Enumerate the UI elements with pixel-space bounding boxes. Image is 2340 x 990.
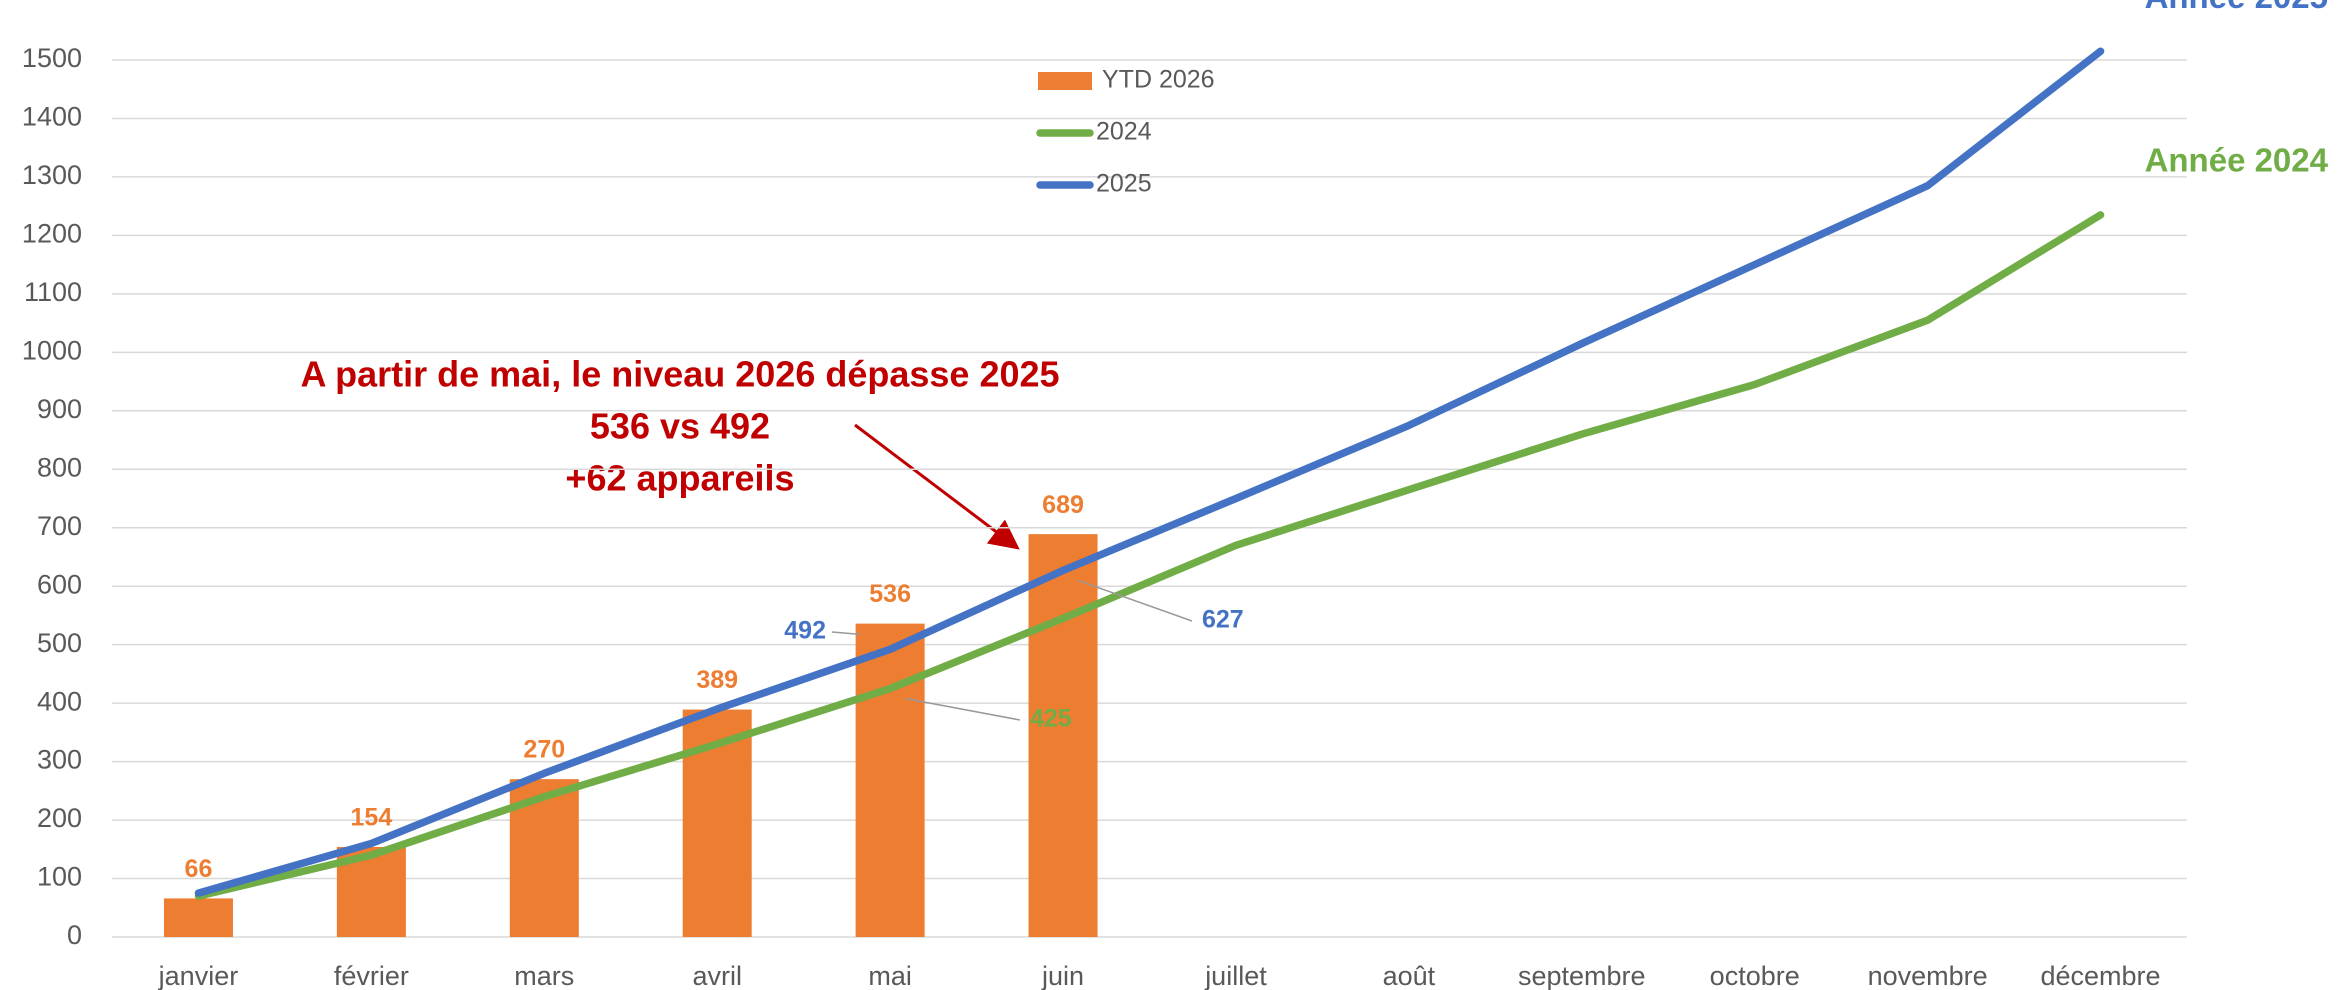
- x-tick-label: février: [334, 961, 409, 990]
- series-end-label: Année 2025: [2145, 0, 2328, 15]
- annotation-arrow: [854, 423, 1020, 550]
- y-tick-label: 1300: [22, 160, 82, 190]
- y-tick-label: 1400: [22, 102, 82, 132]
- leader-line: [1077, 579, 1193, 622]
- x-tick-label: décembre: [2041, 961, 2161, 990]
- x-tick-label: mai: [868, 961, 912, 990]
- legend-swatch: [1038, 72, 1092, 90]
- legend-label: 2025: [1096, 170, 1152, 198]
- data-label: 270: [523, 736, 565, 764]
- legend-label: 2024: [1096, 118, 1152, 146]
- data-label: 627: [1202, 606, 1244, 634]
- y-tick-label: 200: [37, 803, 82, 833]
- y-tick-label: 1500: [22, 43, 82, 73]
- y-tick-label: 100: [37, 862, 82, 892]
- data-label: 425: [1030, 705, 1072, 733]
- x-tick-label: juillet: [1204, 961, 1267, 990]
- x-tick-label: novembre: [1868, 961, 1988, 990]
- x-tick-label: mars: [514, 961, 574, 990]
- leader-line: [831, 631, 861, 636]
- y-tick-label: 1000: [22, 335, 82, 365]
- y-tick-label: 0: [67, 920, 82, 950]
- line-series: [194, 211, 2105, 900]
- y-tick-label: 900: [37, 394, 82, 424]
- leader-line: [904, 697, 1021, 721]
- y-tick-label: 600: [37, 569, 82, 599]
- data-label: 66: [185, 855, 213, 883]
- y-tick-label: 300: [37, 745, 82, 775]
- y-tick-label: 700: [37, 511, 82, 541]
- data-label: 492: [784, 617, 826, 645]
- annotation: 536 vs 492: [590, 406, 770, 447]
- y-tick-label: 1200: [22, 219, 82, 249]
- annotation: A partir de mai, le niveau 2026 dépasse …: [300, 354, 1059, 395]
- y-tick-label: 400: [37, 686, 82, 716]
- bar: [855, 623, 925, 937]
- x-tick-label: août: [1383, 961, 1436, 990]
- y-tick-label: 800: [37, 452, 82, 482]
- y-tick-label: 1100: [24, 277, 82, 307]
- x-tick-label: juin: [1041, 961, 1084, 990]
- x-tick-label: octobre: [1710, 961, 1800, 990]
- bar: [1028, 534, 1098, 937]
- x-tick-label: avril: [692, 961, 742, 990]
- legend-label: YTD 2026: [1102, 66, 1215, 94]
- annotation: +62 appareils: [565, 458, 794, 499]
- x-tick-label: septembre: [1518, 961, 1646, 990]
- y-tick-label: 500: [37, 628, 82, 658]
- data-label: 536: [869, 580, 911, 608]
- data-label: 154: [351, 804, 393, 832]
- data-label: 389: [696, 666, 738, 694]
- bar: [163, 898, 233, 937]
- x-tick-label: janvier: [158, 961, 239, 990]
- series-end-label: Année 2024: [2145, 142, 2329, 179]
- data-label: 689: [1042, 491, 1084, 519]
- line-series: [194, 47, 2105, 897]
